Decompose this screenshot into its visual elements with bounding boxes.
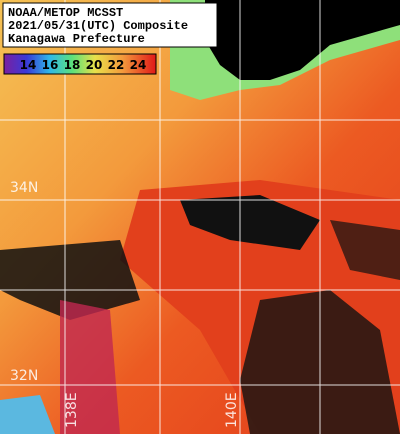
lon-label: 140E [224, 392, 240, 428]
scale-label: 14 [20, 58, 37, 72]
header-line: 2021/05/31(UTC) Composite [8, 19, 188, 33]
lat-label: 32N [10, 368, 38, 384]
header-line: Kanagawa Prefecture [8, 32, 145, 46]
scale-label: 20 [86, 58, 103, 72]
scale-label: 24 [130, 58, 147, 72]
scale-label: 16 [42, 58, 59, 72]
lat-label: 34N [10, 180, 38, 196]
lon-label: 138E [64, 392, 80, 428]
header-line: NOAA/METOP MCSST [8, 6, 123, 20]
color-scale [3, 53, 157, 75]
header-box [2, 2, 218, 48]
scale-label: 18 [64, 58, 81, 72]
scale-label: 22 [108, 58, 125, 72]
legend: 14 16 18 20 22 24 [20, 58, 147, 72]
